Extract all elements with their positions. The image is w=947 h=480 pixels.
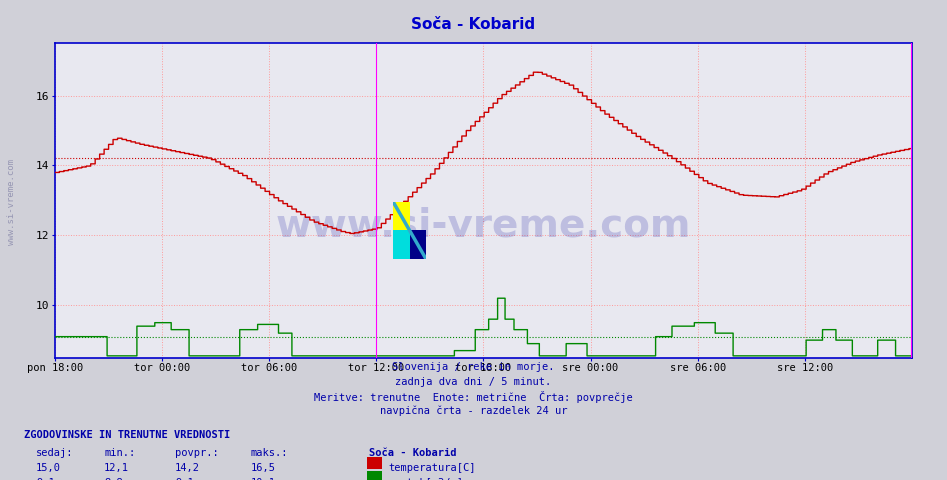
Bar: [409, 230, 426, 259]
Text: povpr.:: povpr.:: [175, 448, 219, 458]
Bar: [393, 230, 409, 259]
Text: 15,0: 15,0: [36, 463, 61, 473]
Text: 16,5: 16,5: [251, 463, 276, 473]
Text: www.si-vreme.com: www.si-vreme.com: [7, 158, 16, 245]
Text: 10,1: 10,1: [251, 478, 276, 480]
Text: ZGODOVINSKE IN TRENUTNE VREDNOSTI: ZGODOVINSKE IN TRENUTNE VREDNOSTI: [24, 430, 230, 440]
Text: Slovenija / reke in morje.: Slovenija / reke in morje.: [392, 362, 555, 372]
Text: maks.:: maks.:: [251, 448, 289, 458]
Text: sedaj:: sedaj:: [36, 448, 74, 458]
Text: www.si-vreme.com: www.si-vreme.com: [276, 206, 691, 244]
Text: Soča - Kobarid: Soča - Kobarid: [411, 17, 536, 32]
Text: 12,1: 12,1: [104, 463, 129, 473]
Bar: [393, 202, 409, 230]
Text: navpična črta - razdelek 24 ur: navpična črta - razdelek 24 ur: [380, 406, 567, 416]
Text: 8,8: 8,8: [104, 478, 123, 480]
Text: 9,1: 9,1: [175, 478, 194, 480]
Text: zadnja dva dni / 5 minut.: zadnja dva dni / 5 minut.: [396, 377, 551, 387]
Text: min.:: min.:: [104, 448, 135, 458]
Text: pretok[m3/s]: pretok[m3/s]: [388, 478, 463, 480]
Text: Meritve: trenutne  Enote: metrične  Črta: povprečje: Meritve: trenutne Enote: metrične Črta: …: [314, 391, 633, 403]
Text: temperatura[C]: temperatura[C]: [388, 463, 475, 473]
Text: 14,2: 14,2: [175, 463, 200, 473]
Text: Soča - Kobarid: Soča - Kobarid: [369, 448, 456, 458]
Text: 9,1: 9,1: [36, 478, 55, 480]
